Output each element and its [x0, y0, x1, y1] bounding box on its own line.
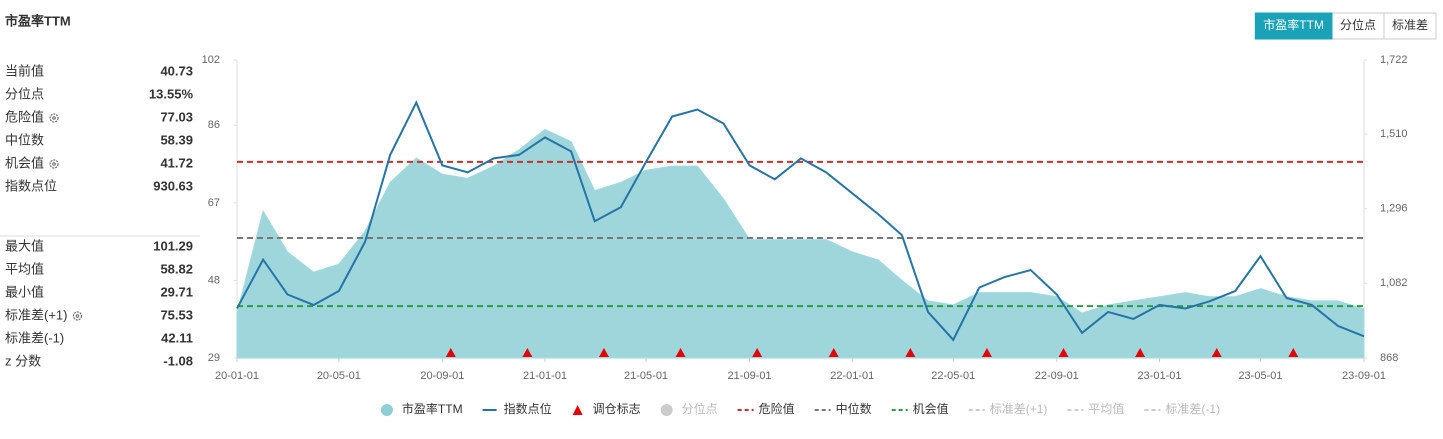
rebalance-marker: [445, 348, 456, 357]
stat-label: 当前值: [5, 63, 44, 78]
rebalance-marker: [1135, 348, 1146, 357]
y2-tick-label: 868: [1380, 352, 1398, 364]
gear-icon: [72, 311, 83, 321]
stat-label: 分位点: [5, 86, 44, 101]
stat-value: 101.29: [153, 238, 193, 253]
legend-label[interactable]: 危险值: [759, 401, 795, 416]
legend-label[interactable]: 分位点: [682, 401, 718, 416]
stat-value: 58.82: [160, 261, 193, 276]
y2-tick-label: 1,510: [1380, 128, 1408, 140]
rebalance-marker: [828, 348, 839, 357]
legend-item[interactable]: 调仓标志: [572, 402, 641, 416]
x-tick-label: 23-09-01: [1342, 370, 1386, 382]
stat-label: 标准差(+1): [5, 307, 67, 322]
x-tick-label: 21-01-01: [523, 370, 567, 382]
x-tick-label: 21-09-01: [728, 370, 772, 382]
x-tick-label: 20-01-01: [215, 370, 259, 382]
y-tick-label: 67: [208, 197, 220, 209]
y-tick-label: 29: [208, 352, 220, 364]
toggle-label[interactable]: 市盈率TTM: [1263, 17, 1324, 32]
y2-tick-label: 1,722: [1380, 54, 1408, 66]
page-title: 市盈率TTM: [5, 13, 71, 28]
rebalance-marker: [905, 348, 916, 357]
legend-label[interactable]: 中位数: [836, 401, 872, 416]
index-line: [236, 100, 1365, 342]
stat-value: 75.53: [160, 307, 193, 322]
legend-label[interactable]: 指数点位: [504, 401, 552, 416]
rebalance-marker: [675, 348, 686, 357]
legend-item[interactable]: 危险值: [737, 401, 795, 416]
stat-value: 77.03: [160, 109, 193, 124]
stat-label: 机会值: [5, 155, 44, 170]
y2-tick-label: 1,296: [1380, 203, 1408, 215]
stat-value: 930.63: [153, 178, 193, 193]
x-tick-label: 22-09-01: [1035, 370, 1079, 382]
stat-label: z 分数: [5, 353, 41, 368]
legend-label[interactable]: 调仓标志: [593, 402, 641, 416]
y-tick-label: 102: [202, 54, 220, 66]
stat-value: -1.08: [163, 353, 193, 368]
legend-label[interactable]: 标准差(-1): [1165, 402, 1220, 416]
stat-value: 41.72: [160, 155, 193, 170]
rebalance-marker: [1211, 348, 1222, 357]
stat-label: 指数点位: [5, 178, 57, 193]
gear-icon: [49, 159, 59, 169]
legend-item[interactable]: 分位点: [660, 401, 718, 416]
x-tick-label: 23-01-01: [1137, 370, 1181, 382]
legend-label[interactable]: 市盈率TTM: [402, 401, 463, 416]
stat-label: 平均值: [5, 261, 44, 276]
gear-icon-center: [52, 116, 56, 120]
legend-icon[interactable]: [572, 405, 583, 415]
stat-label: 最大值: [5, 238, 44, 253]
toggle-label[interactable]: 标准差: [1392, 18, 1428, 32]
y-tick-label: 86: [208, 119, 220, 131]
legend-icon[interactable]: [660, 404, 673, 416]
y2-tick-label: 1,082: [1380, 277, 1408, 289]
y-tick-label: 48: [208, 274, 220, 286]
stat-label: 最小值: [5, 284, 44, 299]
legend-label[interactable]: 机会值: [913, 401, 949, 416]
rebalance-marker: [1288, 348, 1299, 357]
rebalance-marker: [1058, 348, 1069, 357]
legend-item[interactable]: 机会值: [891, 401, 949, 416]
legend-icon[interactable]: [380, 404, 393, 416]
legend-item[interactable]: 市盈率TTM: [380, 401, 463, 416]
x-tick-label: 21-05-01: [624, 370, 668, 382]
toggle-label[interactable]: 分位点: [1340, 17, 1376, 32]
x-tick-label: 22-01-01: [830, 370, 874, 382]
stat-value: 40.73: [160, 63, 193, 78]
gear-icon-center: [75, 314, 80, 318]
rebalance-marker: [981, 348, 992, 357]
stat-label: 标准差(-1): [5, 330, 64, 345]
gear-icon-center: [52, 162, 56, 166]
x-tick-label: 20-09-01: [420, 370, 464, 382]
stat-value: 13.55%: [149, 86, 194, 101]
gear-icon: [49, 113, 59, 123]
toggle-button[interactable]: [1331, 12, 1385, 40]
stat-value: 29.71: [160, 284, 193, 299]
x-tick-label: 22-05-01: [931, 370, 975, 382]
legend-item[interactable]: 指数点位: [482, 401, 552, 416]
stat-label: 中位数: [5, 132, 44, 147]
legend-item[interactable]: 标准差(+1): [968, 402, 1048, 416]
pe-area: [236, 128, 1365, 359]
legend-item[interactable]: 中位数: [814, 401, 872, 416]
legend-item[interactable]: 标准差(-1): [1144, 402, 1220, 416]
rebalance-marker: [752, 348, 763, 357]
toggle-button[interactable]: [1254, 12, 1333, 40]
legend-label[interactable]: 标准差(+1): [990, 402, 1048, 416]
legend-label[interactable]: 平均值: [1088, 401, 1124, 416]
rebalance-marker: [522, 348, 533, 357]
x-tick-label: 20-05-01: [317, 370, 361, 382]
stat-value: 58.39: [160, 132, 193, 147]
x-tick-label: 23-05-01: [1238, 370, 1282, 382]
stat-value: 42.11: [161, 330, 193, 345]
rebalance-marker: [598, 348, 609, 357]
legend-item[interactable]: 平均值: [1067, 401, 1124, 416]
stat-label: 危险值: [5, 109, 44, 124]
